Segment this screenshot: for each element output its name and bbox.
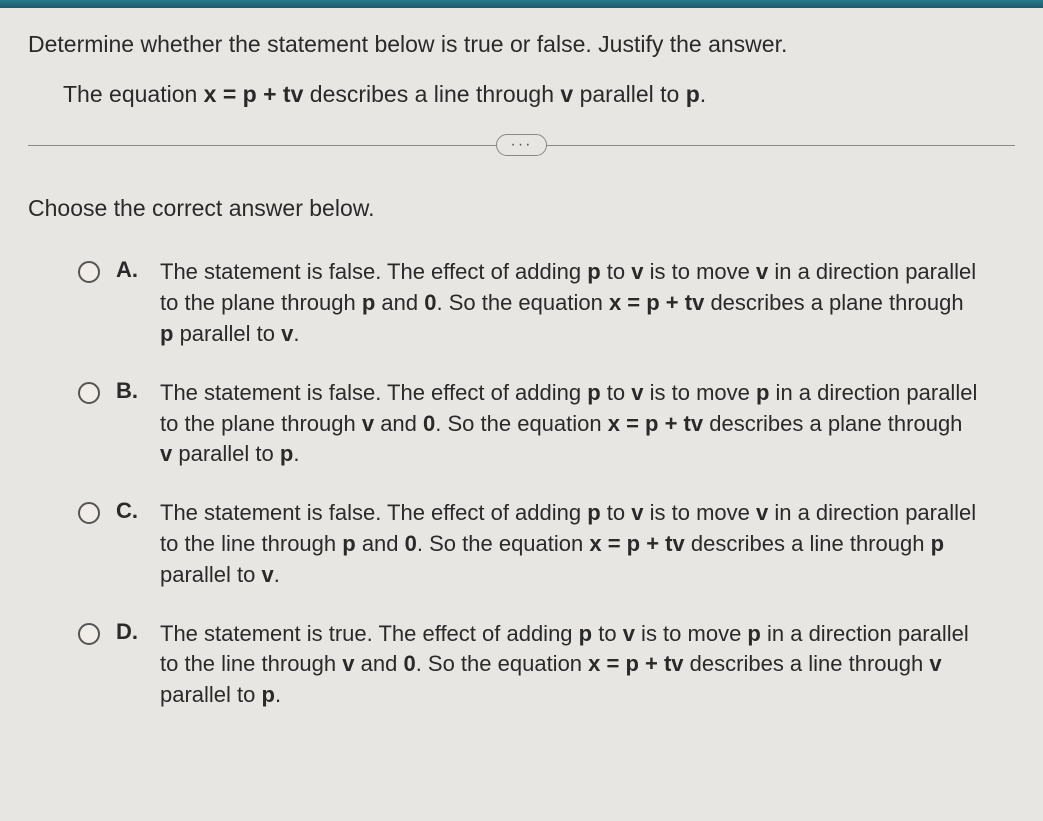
opt-d-eq: x = p + tv xyxy=(588,651,683,676)
option-a-label: A. xyxy=(116,257,144,283)
opt-a-v2: v xyxy=(756,259,768,284)
opt-c-t8: . xyxy=(274,562,280,587)
header-bar xyxy=(0,0,1043,8)
opt-c-t6: describes a line through xyxy=(685,531,931,556)
option-d-label: D. xyxy=(116,619,144,645)
content-area: Determine whether the statement below is… xyxy=(0,8,1043,821)
opt-d-t5: . So the equation xyxy=(416,651,588,676)
option-c-text: The statement is false. The effect of ad… xyxy=(160,498,980,590)
options-list: A. The statement is false. The effect of… xyxy=(78,257,1015,711)
statement-end: . xyxy=(700,81,706,107)
statement-parallel: parallel to xyxy=(573,81,686,107)
opt-c-t2: is to move xyxy=(644,500,756,525)
opt-d-t2: is to move xyxy=(635,621,747,646)
statement-eq: x = p + tv xyxy=(204,81,304,107)
opt-c-v1: v xyxy=(631,500,643,525)
opt-a-prefix: The statement is false. The effect of ad… xyxy=(160,259,587,284)
opt-b-v3: p xyxy=(280,441,293,466)
statement-prefix: The equation xyxy=(63,81,204,107)
statement-p: p xyxy=(686,81,700,107)
answer-prompt: Choose the correct answer below. xyxy=(28,195,1015,222)
option-b: B. The statement is false. The effect of… xyxy=(78,378,1015,470)
opt-a-t1: to xyxy=(601,259,632,284)
opt-a-t5: . So the equation xyxy=(436,290,608,315)
option-c-label: C. xyxy=(116,498,144,524)
statement-mid: describes a line through xyxy=(303,81,560,107)
opt-c-eq: x = p + tv xyxy=(589,531,684,556)
opt-a-zero: 0 xyxy=(424,290,436,315)
opt-c-t4: and xyxy=(356,531,405,556)
question-main: Determine whether the statement below is… xyxy=(28,28,1015,60)
question-statement: The equation x = p + tv describes a line… xyxy=(63,78,1015,110)
opt-b-t6: describes a plane through xyxy=(703,411,962,436)
option-a: A. The statement is false. The effect of… xyxy=(78,257,1015,349)
opt-b-t4: and xyxy=(374,411,423,436)
opt-b-eq: x = p + tv xyxy=(608,411,703,436)
radio-c[interactable] xyxy=(78,502,100,524)
opt-b-t2: is to move xyxy=(644,380,756,405)
option-b-text: The statement is false. The effect of ad… xyxy=(160,378,980,470)
opt-c-t1: to xyxy=(601,500,632,525)
opt-a-v1: v xyxy=(631,259,643,284)
opt-d-t6: describes a line through xyxy=(684,651,930,676)
opt-b-p2: v xyxy=(362,411,374,436)
option-d-text: The statement is true. The effect of add… xyxy=(160,619,980,711)
opt-c-prefix: The statement is false. The effect of ad… xyxy=(160,500,587,525)
opt-d-t7: parallel to xyxy=(160,682,262,707)
expand-button[interactable]: ··· xyxy=(496,134,548,156)
opt-a-p3: p xyxy=(160,321,173,346)
opt-b-t8: . xyxy=(293,441,299,466)
opt-b-t7: parallel to xyxy=(172,441,280,466)
opt-d-p1: p xyxy=(579,621,592,646)
divider: ··· xyxy=(28,135,1015,155)
opt-b-t5: . So the equation xyxy=(435,411,607,436)
opt-a-p1: p xyxy=(587,259,600,284)
opt-a-t8: . xyxy=(293,321,299,346)
opt-c-p3: p xyxy=(931,531,944,556)
opt-c-v2: v xyxy=(756,500,768,525)
opt-b-p3: v xyxy=(160,441,172,466)
opt-a-eq: x = p + tv xyxy=(609,290,704,315)
opt-a-v3: v xyxy=(281,321,293,346)
opt-d-p3: v xyxy=(929,651,941,676)
opt-d-t4: and xyxy=(355,651,404,676)
option-b-label: B. xyxy=(116,378,144,404)
opt-a-t2: is to move xyxy=(644,259,756,284)
radio-d[interactable] xyxy=(78,623,100,645)
opt-c-v3: v xyxy=(262,562,274,587)
opt-b-zero: 0 xyxy=(423,411,435,436)
opt-d-v2: p xyxy=(747,621,760,646)
opt-c-zero: 0 xyxy=(405,531,417,556)
statement-v: v xyxy=(560,81,573,107)
opt-b-prefix: The statement is false. The effect of ad… xyxy=(160,380,587,405)
opt-d-prefix: The statement is true. The effect of add… xyxy=(160,621,579,646)
option-c: C. The statement is false. The effect of… xyxy=(78,498,1015,590)
opt-c-t5: . So the equation xyxy=(417,531,589,556)
opt-b-v1: v xyxy=(631,380,643,405)
opt-b-v2: p xyxy=(756,380,769,405)
radio-a[interactable] xyxy=(78,261,100,283)
opt-a-t7: parallel to xyxy=(173,321,281,346)
opt-d-t1: to xyxy=(592,621,623,646)
option-a-text: The statement is false. The effect of ad… xyxy=(160,257,980,349)
opt-d-v3: p xyxy=(262,682,275,707)
opt-c-p1: p xyxy=(587,500,600,525)
opt-c-p2: p xyxy=(342,531,355,556)
opt-d-v1: v xyxy=(623,621,635,646)
opt-d-zero: 0 xyxy=(403,651,415,676)
opt-b-t1: to xyxy=(601,380,632,405)
opt-a-t6: describes a plane through xyxy=(704,290,963,315)
option-d: D. The statement is true. The effect of … xyxy=(78,619,1015,711)
opt-a-t4: and xyxy=(375,290,424,315)
opt-b-p1: p xyxy=(587,380,600,405)
opt-c-t7: parallel to xyxy=(160,562,262,587)
opt-d-p2: v xyxy=(342,651,354,676)
opt-a-p2: p xyxy=(362,290,375,315)
radio-b[interactable] xyxy=(78,382,100,404)
opt-d-t8: . xyxy=(275,682,281,707)
